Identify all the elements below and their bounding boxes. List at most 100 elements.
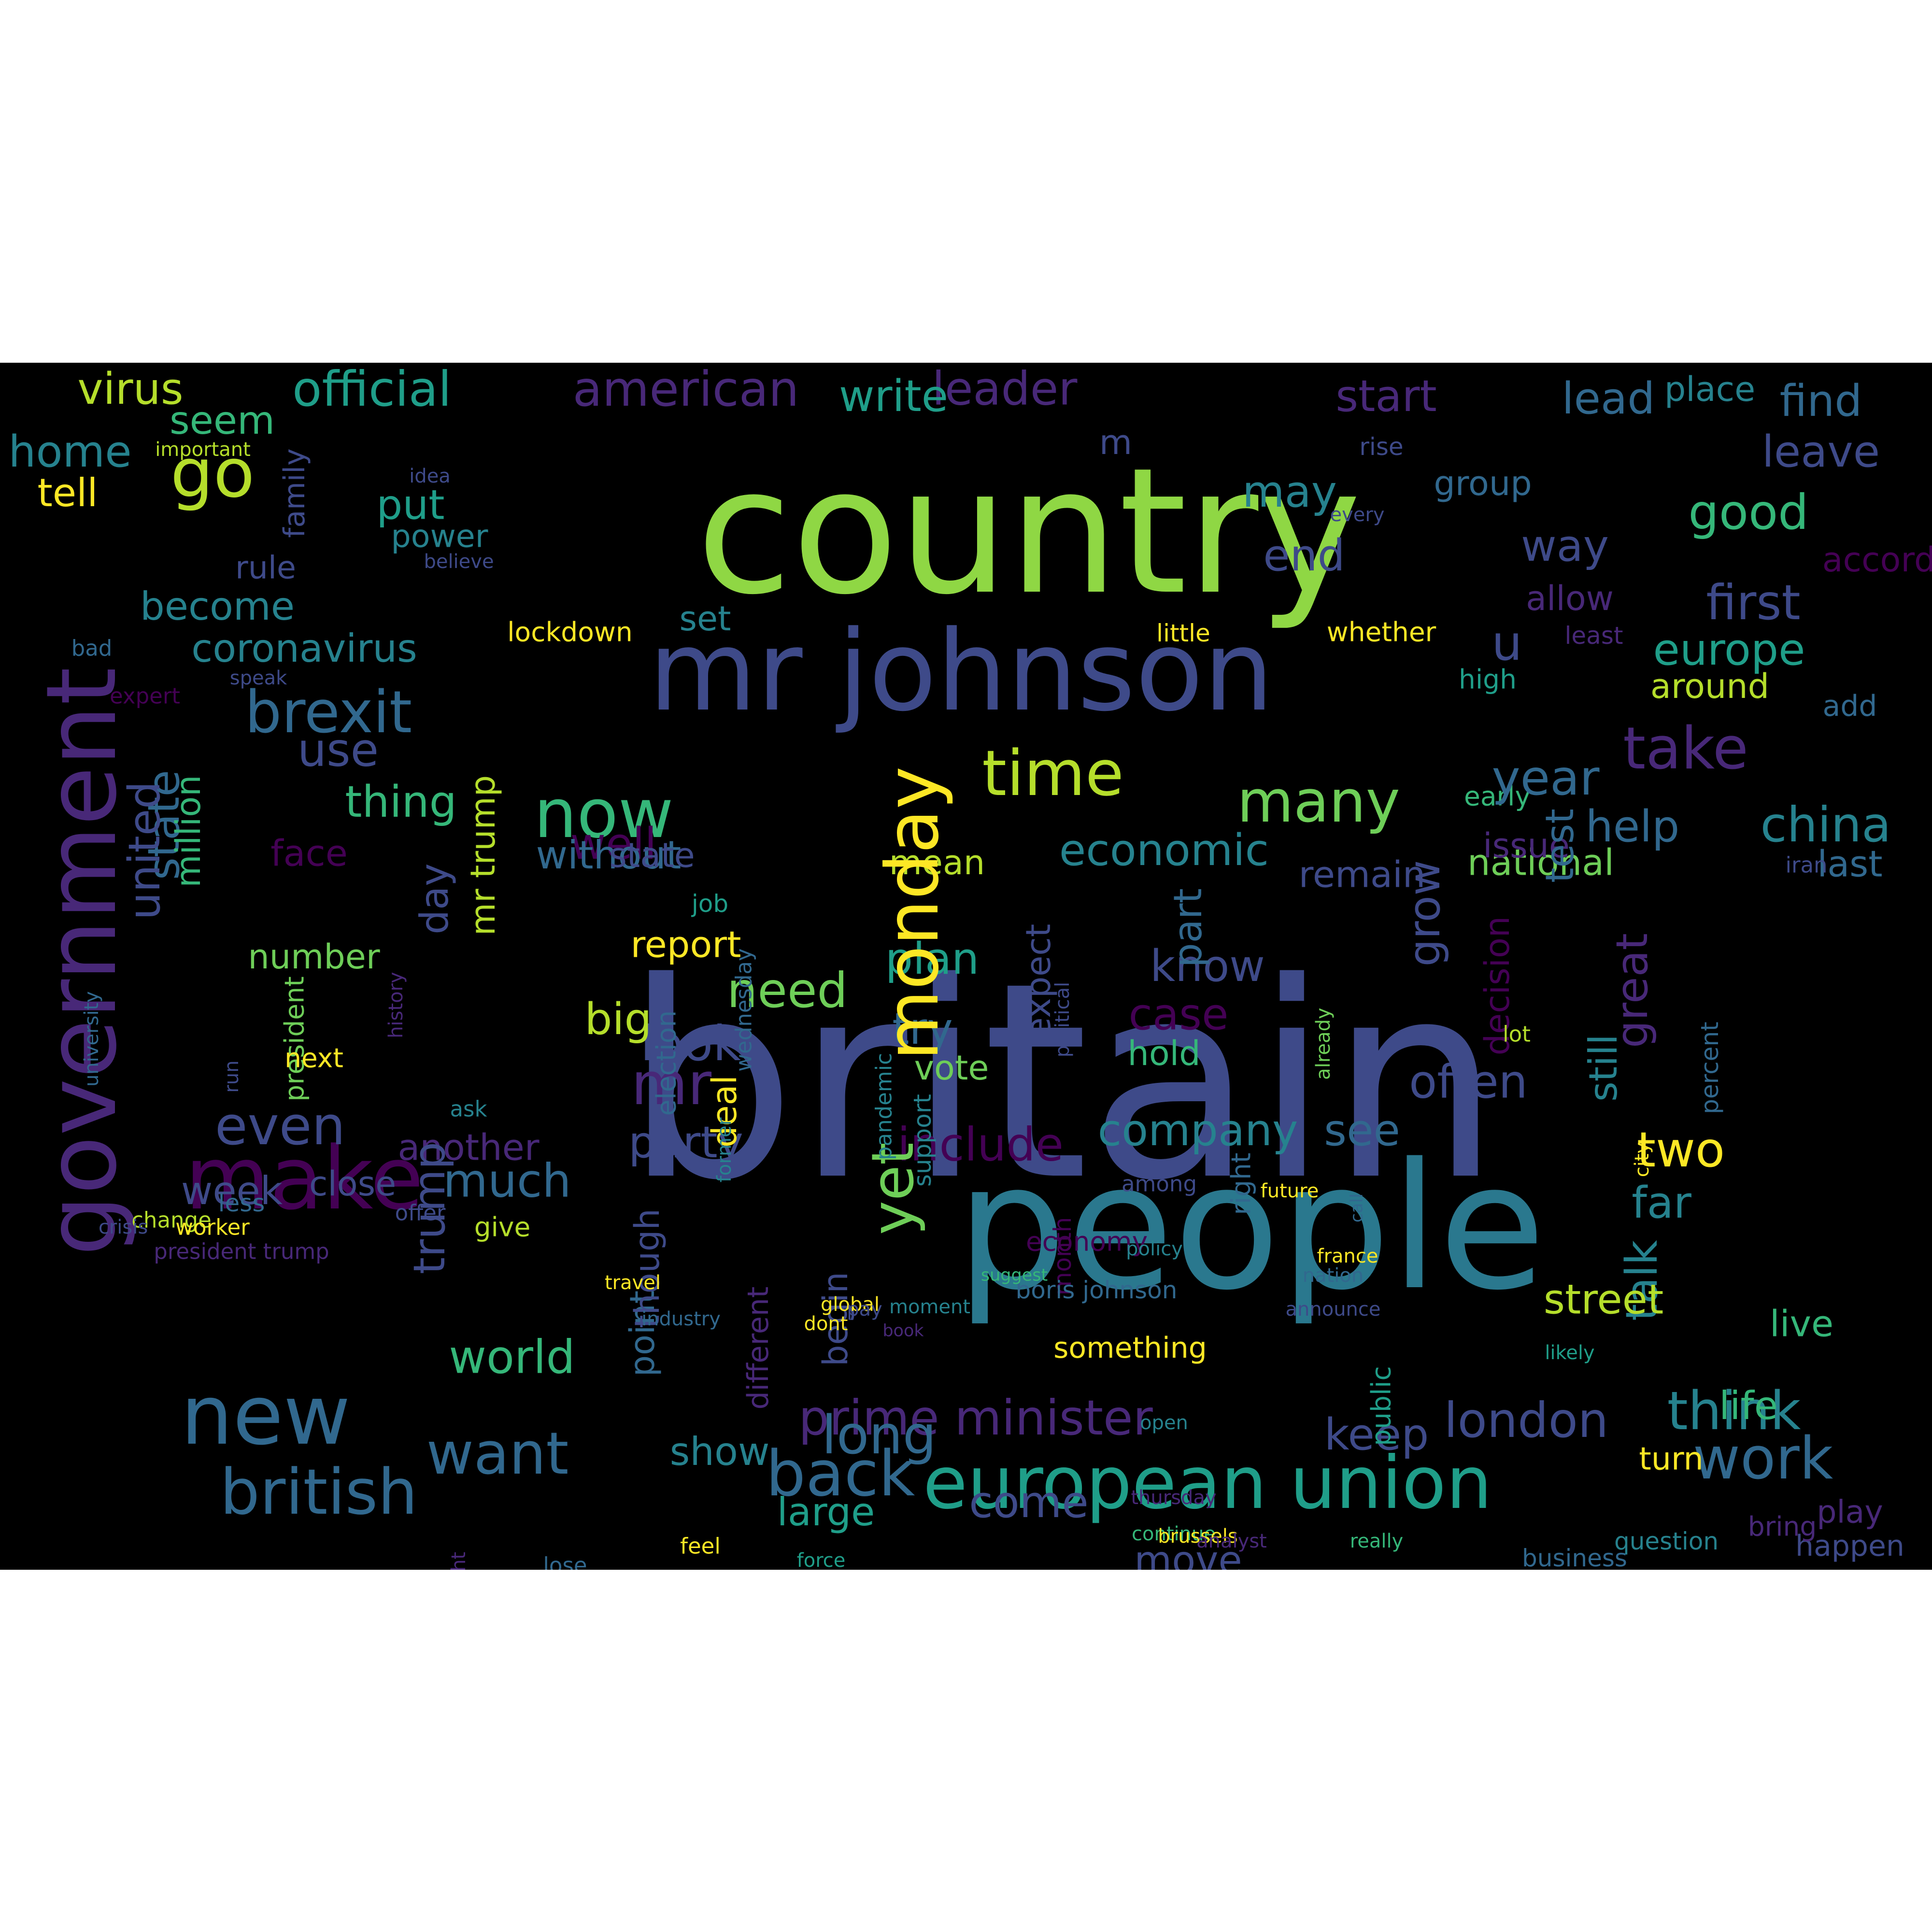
word-likely: likely	[1545, 1342, 1595, 1364]
word-new: new	[181, 1368, 351, 1463]
word-m: m	[1099, 423, 1133, 462]
word-brussels: brussels	[1158, 1525, 1238, 1548]
word-idea: idea	[409, 465, 451, 487]
word-help: help	[1585, 801, 1680, 852]
word-nation: nation	[1302, 1264, 1364, 1287]
word-brexit: brexit	[245, 679, 412, 746]
word-political: political	[1051, 981, 1074, 1058]
word-rise: rise	[1359, 433, 1404, 461]
word-power: power	[391, 518, 488, 555]
word-moment: moment	[889, 1296, 971, 1318]
word-think: think	[1667, 1380, 1801, 1442]
word-world: world	[449, 1331, 575, 1384]
word-try: try	[892, 1004, 953, 1054]
word-many: many	[1237, 768, 1400, 836]
word-now: now	[534, 775, 674, 853]
word-work: work	[1692, 1425, 1833, 1492]
word-plan: plan	[885, 934, 980, 984]
word-public: public	[1365, 1366, 1397, 1446]
word-include: include	[897, 1118, 1064, 1172]
word-rule: rule	[235, 550, 296, 586]
word-pandemic: pandemic	[871, 1053, 897, 1160]
word-without: without	[536, 833, 682, 878]
word-iran: iran	[1785, 852, 1828, 878]
word-mr-trump: mr trump	[463, 775, 503, 936]
word-feel: feel	[680, 1533, 721, 1559]
word-week: week	[181, 1168, 283, 1213]
word-bring: bring	[1747, 1511, 1817, 1542]
word-whether: whether	[1326, 616, 1436, 648]
word-important: important	[155, 439, 251, 461]
word-prime-minister: prime minister	[798, 1390, 1153, 1446]
word-former: former	[713, 1117, 736, 1183]
word-around: around	[1650, 667, 1770, 706]
word-end: end	[1263, 530, 1345, 581]
word-something: something	[1053, 1331, 1207, 1365]
word-university: university	[81, 991, 103, 1087]
word-seem: seem	[169, 398, 275, 443]
word-give: give	[474, 1211, 531, 1243]
word-large: large	[777, 1490, 875, 1534]
word-expect: expect	[1019, 923, 1058, 1038]
word-u: u	[1492, 615, 1522, 671]
word-expert: expert	[110, 683, 180, 709]
word-lead: lead	[1562, 373, 1655, 424]
word-play: play	[1817, 1494, 1883, 1531]
word-grow: grow	[1399, 860, 1450, 967]
word-united: united	[119, 781, 170, 920]
word-company: company	[1097, 1105, 1298, 1156]
word-million: million	[169, 775, 208, 888]
word-every: every	[1330, 504, 1385, 526]
word-report: report	[630, 923, 741, 966]
word-france: france	[1317, 1245, 1378, 1267]
word-tell: tell	[37, 470, 98, 515]
word-vote: vote	[914, 1048, 989, 1088]
word-support: support	[909, 1094, 937, 1187]
word-american: american	[572, 363, 799, 417]
word-big: big	[584, 994, 652, 1045]
word-thursday: thursday	[1131, 1487, 1217, 1509]
word-long: long	[822, 1404, 937, 1466]
word-wednesday: wednesday	[731, 948, 757, 1072]
word-lot: lot	[1503, 1021, 1531, 1047]
word-dont: dont	[804, 1313, 848, 1335]
word-believe: believe	[424, 551, 494, 573]
word-people: people	[956, 1126, 1546, 1328]
word-mean: mean	[889, 843, 985, 882]
word-keep: keep	[1324, 1409, 1429, 1460]
word-percent: percent	[1696, 1022, 1724, 1114]
word-ask: ask	[450, 1096, 487, 1122]
word-know: know	[1150, 941, 1265, 992]
word-need: need	[727, 962, 848, 1019]
word-start: start	[1335, 371, 1437, 422]
word-far: far	[1632, 1178, 1691, 1228]
word-official: official	[292, 363, 452, 417]
word-come: come	[969, 1477, 1089, 1528]
word-close: close	[309, 1164, 397, 1204]
word-continue: continue	[1132, 1523, 1216, 1545]
word-little: little	[1156, 619, 1210, 647]
word-hold: hold	[1127, 1034, 1201, 1073]
word-find: find	[1779, 376, 1862, 426]
word-allow: allow	[1526, 579, 1614, 618]
word-move: move	[1134, 1538, 1242, 1570]
word-mr: mr	[631, 1051, 712, 1118]
word-pay: pay	[847, 1298, 882, 1321]
word-travel: travel	[604, 1272, 661, 1294]
word-family: family	[278, 448, 312, 538]
word-london: london	[1444, 1392, 1609, 1449]
word-city: city	[1631, 1142, 1653, 1178]
word-happen: happen	[1795, 1529, 1904, 1563]
word-lockdown: lockdown	[507, 616, 633, 648]
word-least: least	[1564, 622, 1623, 650]
word-test: test	[1537, 809, 1582, 883]
word-number: number	[248, 937, 380, 977]
word-back: back	[766, 1437, 915, 1510]
word-speak: speak	[229, 667, 287, 689]
word-high: high	[1459, 664, 1517, 695]
word-may: may	[1242, 467, 1337, 517]
word-write: write	[838, 371, 949, 422]
word-crisis: crisis	[98, 1216, 148, 1238]
word-among: among	[1121, 1171, 1197, 1197]
word-different: different	[741, 1286, 775, 1410]
